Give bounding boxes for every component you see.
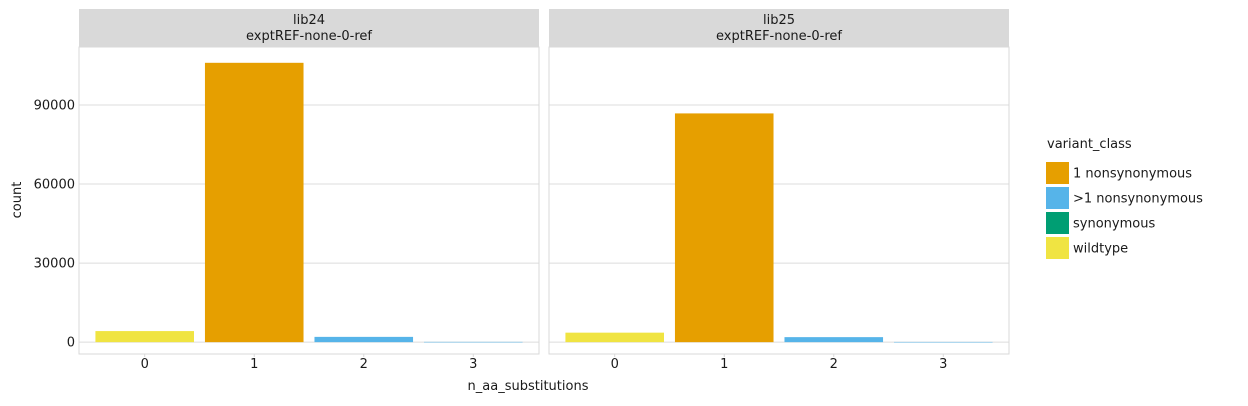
legend-title: variant_class	[1047, 137, 1132, 152]
legend-label: 1 nonsynonymous	[1073, 167, 1192, 182]
bar-lib24-1	[204, 62, 304, 343]
legend-key	[1046, 212, 1069, 234]
x-tick-label: 2	[360, 357, 368, 372]
x-tick-label: 1	[720, 357, 728, 372]
legend-label: synonymous	[1073, 217, 1155, 232]
bar-lib24-2	[314, 336, 414, 343]
legend-key	[1046, 237, 1069, 259]
facet-strip-sample: exptREF-none-0-ref	[716, 29, 842, 44]
facet-strip	[549, 9, 1009, 47]
legend: variant_class 1 nonsynonymous >1 nonsynon…	[1046, 137, 1203, 259]
x-tick-label: 2	[830, 357, 838, 372]
x-tick-label: 0	[141, 357, 149, 372]
y-tick-label: 30000	[34, 257, 75, 272]
bar-lib24-0	[95, 331, 194, 343]
legend-key	[1046, 187, 1069, 209]
y-axis-title: count	[10, 182, 25, 219]
bar-lib25-3	[894, 341, 993, 343]
facet-strip-library: lib24	[293, 13, 325, 28]
x-axis-title: n_aa_substitutions	[468, 379, 589, 394]
legend-label: wildtype	[1073, 242, 1128, 257]
y-tick-label: 0	[67, 336, 75, 351]
facet-strip-library: lib25	[763, 13, 795, 28]
y-axis: 0 30000 60000 90000	[34, 98, 75, 350]
panel-background	[549, 47, 1009, 354]
legend-key	[1046, 162, 1069, 184]
facet-strip	[79, 9, 539, 47]
bar-lib25-0	[565, 332, 664, 343]
legend-label: >1 nonsynonymous	[1073, 192, 1203, 207]
y-tick-label: 90000	[34, 98, 75, 113]
panel-background	[79, 47, 539, 354]
bar-lib25-1	[674, 113, 774, 343]
y-tick-label: 60000	[34, 178, 75, 193]
x-tick-label: 1	[250, 357, 258, 372]
bar-lib24-3	[424, 341, 523, 343]
x-tick-label: 3	[939, 357, 947, 372]
facet-strip-sample: exptREF-none-0-ref	[246, 29, 372, 44]
x-tick-label: 3	[469, 357, 477, 372]
bar-lib25-2	[784, 337, 884, 343]
x-tick-label: 0	[611, 357, 619, 372]
